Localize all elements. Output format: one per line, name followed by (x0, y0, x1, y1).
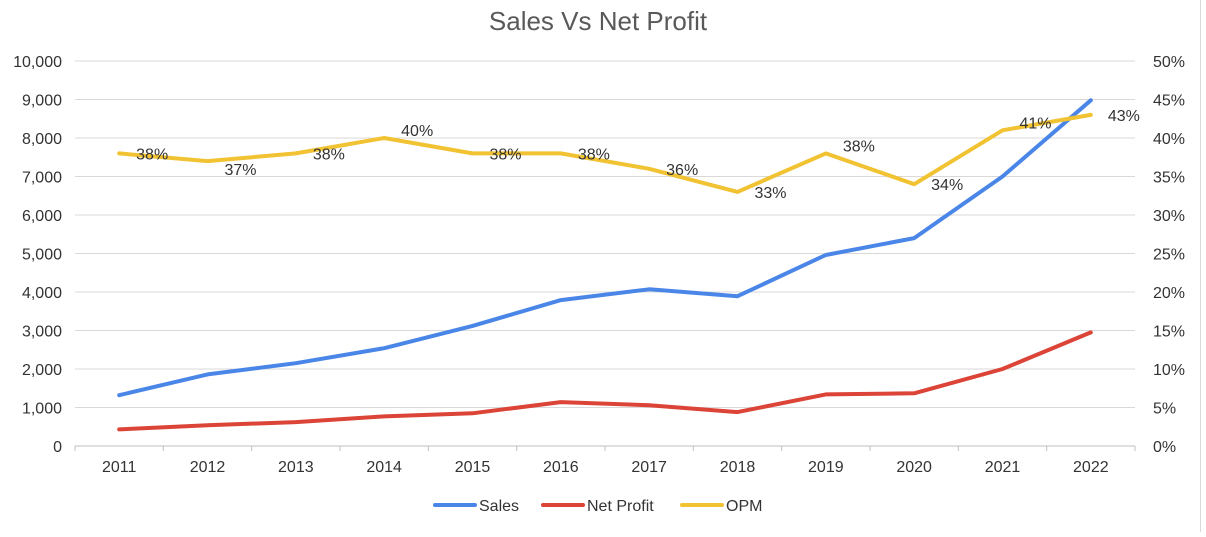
x-tick-label: 2013 (278, 459, 314, 476)
left-tick-label: 1,000 (22, 401, 62, 418)
legend-label: OPM (726, 498, 762, 515)
data-label: 38% (843, 138, 875, 155)
chart-title: Sales Vs Net Profit (489, 6, 708, 36)
right-tick-label: 40% (1153, 131, 1185, 148)
x-tick-label: 2022 (1073, 459, 1109, 476)
x-tick-label: 2016 (543, 459, 579, 476)
left-axis: 0 1,000 2,000 3,000 4,000 5,000 6,000 7,000 8,00… (13, 54, 62, 456)
x-tick-label: 2020 (896, 459, 932, 476)
left-tick-label: 6,000 (22, 208, 62, 225)
data-labels: 38% 37% 38% 40% 38% 38% 36% 33% 38% 34% 41% 43% (136, 108, 1140, 202)
data-label: 38% (490, 146, 522, 163)
left-tick-label: 3,000 (22, 324, 62, 341)
right-tick-label: 50% (1153, 54, 1185, 71)
data-label: 34% (931, 177, 963, 194)
data-label: 38% (313, 146, 345, 163)
right-tick-label: 30% (1153, 208, 1185, 225)
right-tick-label: 15% (1153, 324, 1185, 341)
right-axis: 0% 5% 10% 15% 20% 25% 30% 35% 40% 45% 50% (1153, 54, 1185, 456)
x-tick-label: 2017 (631, 459, 667, 476)
right-tick-label: 5% (1153, 401, 1176, 418)
x-tick-label: 2011 (102, 459, 137, 476)
series-line-opm (117, 112, 1093, 194)
data-label: 43% (1108, 108, 1140, 125)
series-lines (117, 98, 1093, 432)
left-tick-label: 9,000 (22, 93, 62, 110)
data-label: 38% (578, 146, 610, 163)
right-tick-label: 10% (1153, 362, 1185, 379)
gridlines (75, 60, 1135, 447)
data-label: 41% (1020, 115, 1052, 132)
legend: Sales Net Profit OPM (433, 498, 762, 515)
x-tick-label: 2012 (190, 459, 226, 476)
x-tick-label: 2019 (808, 459, 844, 476)
x-tick-label: 2018 (720, 459, 756, 476)
left-tick-label: 10,000 (13, 54, 62, 71)
edge-divider (1200, 0, 1201, 532)
right-tick-label: 35% (1153, 170, 1185, 187)
x-tick-label: 2021 (985, 459, 1021, 476)
data-label: 38% (136, 146, 168, 163)
left-tick-label: 7,000 (22, 170, 62, 187)
series-line-net-profit (117, 330, 1093, 432)
x-tick-label: 2014 (366, 459, 402, 476)
left-tick-label: 0 (53, 439, 62, 456)
left-tick-label: 5,000 (22, 247, 62, 264)
left-tick-label: 8,000 (22, 131, 62, 148)
x-tick-label: 2015 (455, 459, 491, 476)
right-tick-label: 45% (1153, 93, 1185, 110)
data-label: 33% (755, 185, 787, 202)
legend-label: Sales (479, 498, 519, 515)
data-label: 36% (666, 162, 698, 179)
series-line-sales (117, 98, 1093, 398)
data-label: 40% (401, 123, 433, 140)
left-tick-label: 2,000 (22, 362, 62, 379)
legend-label: Net Profit (587, 498, 654, 515)
data-label: 37% (225, 162, 257, 179)
x-axis: 2011 2012 2013 2014 2015 2016 2017 2018 2019 2020… (74, 446, 1136, 476)
right-tick-label: 0% (1153, 439, 1176, 456)
right-tick-label: 25% (1153, 247, 1185, 264)
right-tick-label: 20% (1153, 285, 1185, 302)
left-tick-label: 4,000 (22, 285, 62, 302)
